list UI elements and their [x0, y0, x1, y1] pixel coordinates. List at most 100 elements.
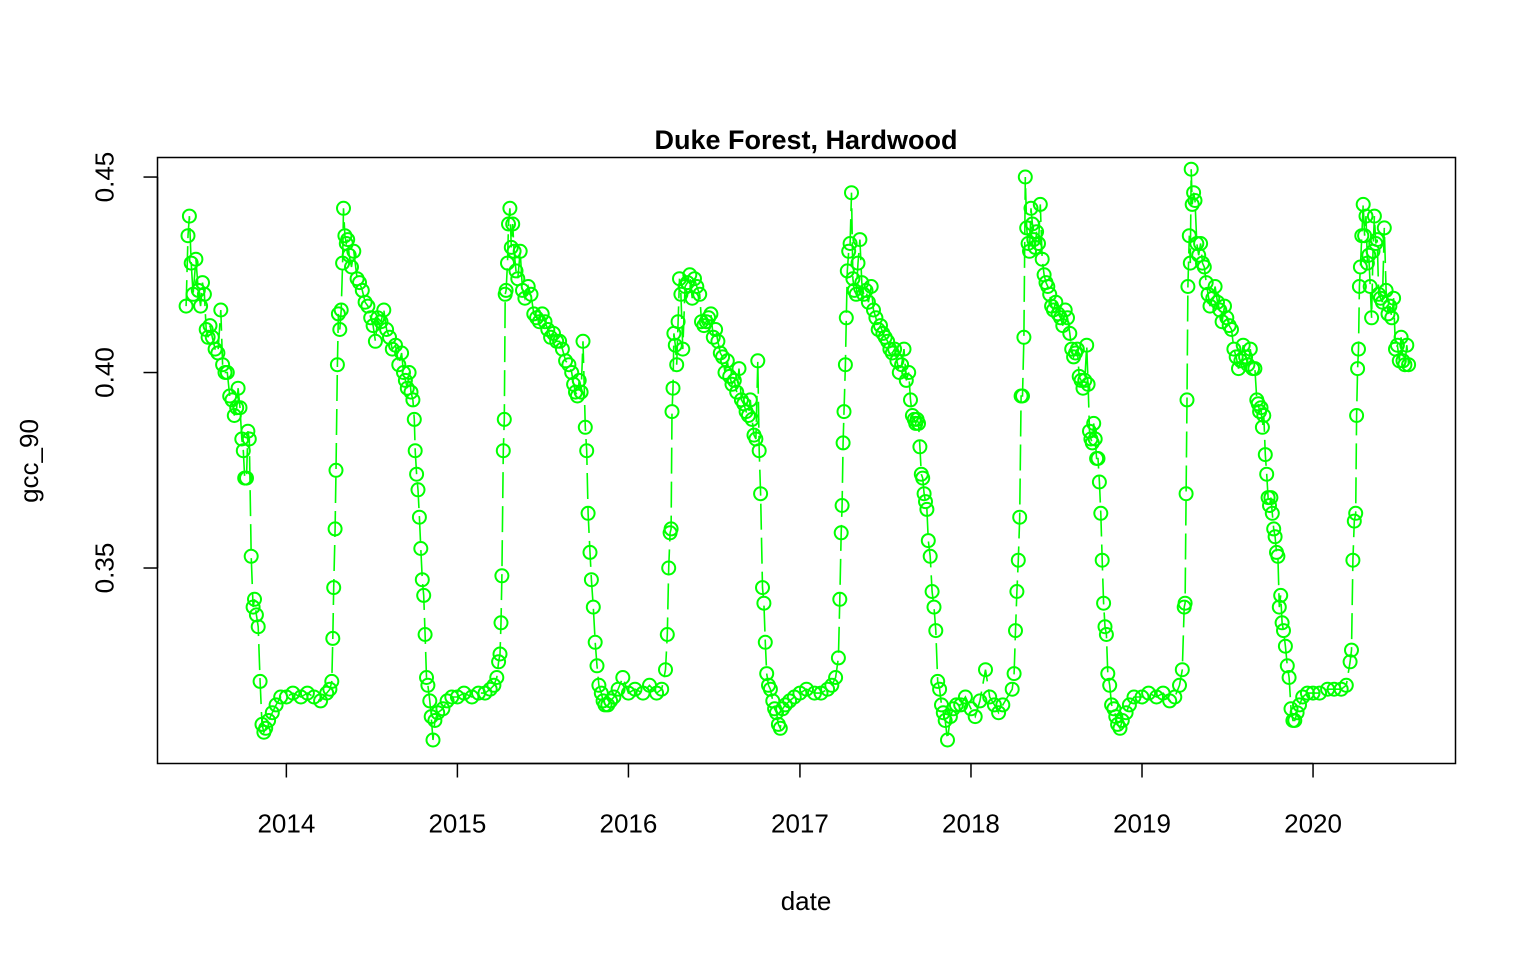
data-point	[489, 670, 505, 685]
data-point	[422, 693, 438, 709]
data-point	[1032, 196, 1048, 212]
data-point	[482, 681, 498, 697]
data-point	[1253, 400, 1269, 416]
data-point	[1202, 298, 1218, 314]
data-point	[1180, 279, 1196, 294]
data-point	[753, 486, 769, 502]
data-point	[247, 591, 262, 607]
data-point	[1087, 431, 1103, 447]
data-point	[833, 525, 849, 541]
data-point	[930, 673, 946, 689]
data-point	[1126, 689, 1142, 705]
data-point	[1031, 236, 1046, 251]
data-point	[324, 673, 340, 689]
data-point	[491, 654, 507, 670]
data-point	[978, 662, 993, 678]
data-point	[1342, 654, 1358, 670]
data-point	[425, 732, 441, 748]
data-point	[670, 314, 686, 330]
data-point	[1345, 552, 1361, 568]
data-point	[328, 462, 344, 478]
data-point	[1172, 677, 1187, 693]
y-tick-label: 0.45	[90, 152, 120, 203]
data-point	[261, 713, 277, 728]
data-point	[1366, 208, 1382, 224]
data-point	[953, 697, 969, 713]
data-point	[496, 411, 512, 427]
data-point	[243, 548, 259, 564]
data-point	[352, 275, 367, 291]
data-point	[742, 392, 758, 408]
x-tick-label: 2015	[428, 809, 486, 839]
data-point	[1254, 419, 1270, 435]
data-point	[654, 681, 670, 697]
data-point	[772, 720, 788, 736]
data-point	[1274, 615, 1290, 631]
data-point	[928, 623, 944, 639]
data-point	[1193, 236, 1209, 251]
data-point	[245, 599, 261, 615]
data-point	[1281, 670, 1297, 685]
data-point	[1250, 396, 1266, 412]
data-point	[807, 685, 822, 701]
y-axis: 0.35 0.40 0.45	[90, 152, 159, 593]
data-point	[1238, 349, 1254, 365]
data-point	[416, 587, 432, 603]
data-point	[824, 677, 840, 693]
data-point	[1057, 302, 1073, 318]
series-line	[185, 169, 1410, 741]
data-point	[722, 368, 738, 384]
data-point	[945, 701, 961, 717]
data-point	[1231, 361, 1246, 377]
data-point	[1287, 713, 1303, 728]
data-point	[1009, 584, 1025, 599]
data-point	[232, 400, 248, 416]
series-layer	[178, 161, 1417, 748]
data-point	[1361, 247, 1377, 263]
data-point	[268, 697, 284, 713]
data-point	[957, 689, 973, 705]
data-point	[848, 286, 864, 302]
data-point	[1351, 341, 1366, 357]
data-point	[1060, 310, 1075, 326]
data-point	[498, 282, 514, 298]
data-point	[456, 685, 472, 701]
data-point	[665, 380, 681, 396]
data-point	[420, 677, 436, 693]
data-point	[520, 279, 536, 294]
data-point	[708, 322, 724, 337]
data-point	[1401, 357, 1417, 373]
data-point	[1384, 310, 1400, 326]
data-point	[755, 580, 770, 596]
data-point	[1378, 282, 1394, 298]
data-point	[1026, 232, 1042, 248]
data-point	[512, 243, 528, 259]
data-point	[920, 533, 936, 549]
data-point	[603, 693, 619, 709]
data-point	[832, 591, 848, 607]
data-point	[1376, 220, 1392, 236]
data-point	[844, 185, 859, 201]
data-point	[838, 310, 854, 326]
data-point	[1174, 662, 1190, 678]
data-point	[967, 709, 983, 725]
data-point	[932, 681, 948, 697]
data-point	[537, 314, 553, 330]
data-point	[692, 286, 708, 302]
data-point	[782, 693, 798, 709]
y-axis-label: gcc_90	[14, 419, 44, 503]
data-point	[493, 615, 509, 631]
data-point	[658, 662, 673, 678]
data-point	[419, 670, 434, 685]
data-point	[558, 353, 574, 369]
data-point	[1277, 638, 1293, 654]
data-point	[196, 286, 212, 302]
data-point	[1023, 200, 1039, 216]
data-point	[181, 208, 197, 224]
data-point	[963, 701, 979, 717]
data-point	[669, 357, 685, 373]
data-point	[664, 404, 680, 420]
data-point	[948, 697, 964, 713]
data-point	[322, 681, 338, 697]
